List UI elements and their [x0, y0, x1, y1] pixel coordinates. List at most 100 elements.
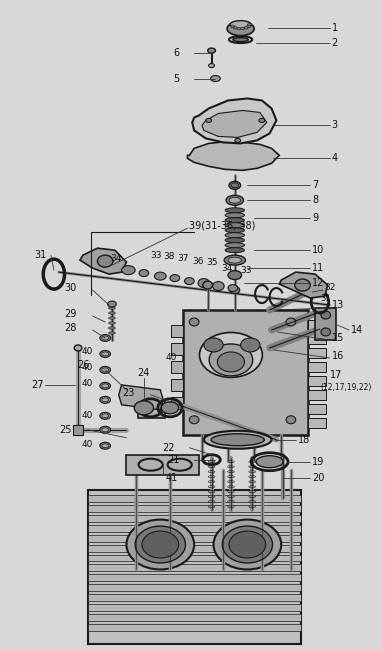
Bar	[308, 418, 326, 428]
Text: 5: 5	[173, 73, 180, 84]
Text: 33: 33	[241, 266, 252, 274]
Text: 31: 31	[34, 250, 47, 260]
Ellipse shape	[108, 307, 115, 309]
Ellipse shape	[102, 352, 108, 356]
Ellipse shape	[100, 412, 110, 419]
Ellipse shape	[231, 183, 239, 188]
Ellipse shape	[209, 64, 214, 68]
Bar	[88, 545, 301, 551]
Text: 33: 33	[151, 251, 162, 259]
Bar	[88, 515, 301, 521]
Text: 8: 8	[312, 195, 318, 205]
Text: 32: 32	[325, 283, 336, 292]
Bar	[88, 564, 301, 571]
Ellipse shape	[286, 318, 296, 326]
Ellipse shape	[108, 301, 116, 307]
Ellipse shape	[134, 401, 154, 415]
Ellipse shape	[199, 333, 262, 378]
Ellipse shape	[102, 444, 108, 448]
Bar	[308, 376, 326, 386]
Bar	[88, 575, 301, 582]
Bar	[88, 614, 301, 621]
Ellipse shape	[259, 118, 265, 122]
Ellipse shape	[225, 242, 244, 248]
Bar	[171, 397, 183, 409]
Ellipse shape	[102, 428, 108, 432]
Bar	[138, 400, 165, 418]
Ellipse shape	[227, 21, 254, 36]
Ellipse shape	[108, 332, 115, 334]
Bar	[315, 308, 337, 340]
Bar	[171, 325, 183, 337]
Bar	[308, 404, 326, 414]
Text: 40: 40	[165, 354, 176, 363]
Text: 31: 31	[320, 294, 330, 302]
Ellipse shape	[212, 281, 224, 291]
Ellipse shape	[230, 287, 240, 294]
Ellipse shape	[185, 278, 194, 285]
Text: 25: 25	[59, 425, 71, 435]
Text: 40: 40	[81, 380, 92, 388]
Ellipse shape	[228, 270, 241, 280]
Text: 11: 11	[312, 263, 324, 273]
Ellipse shape	[233, 38, 248, 42]
Text: 40: 40	[81, 440, 92, 449]
Text: 36: 36	[192, 257, 204, 266]
Text: (12,17,19,22): (12,17,19,22)	[320, 384, 371, 393]
Ellipse shape	[204, 338, 223, 352]
Ellipse shape	[237, 27, 241, 30]
Polygon shape	[279, 272, 328, 298]
Ellipse shape	[321, 328, 330, 336]
Ellipse shape	[225, 238, 244, 242]
Text: 26: 26	[77, 360, 90, 370]
Bar	[126, 455, 199, 474]
Ellipse shape	[241, 27, 244, 30]
Bar	[88, 584, 301, 592]
Text: 3: 3	[332, 120, 338, 131]
Ellipse shape	[286, 416, 296, 424]
Bar	[88, 604, 301, 612]
Text: 40: 40	[81, 363, 92, 372]
Ellipse shape	[241, 338, 260, 352]
Ellipse shape	[108, 322, 115, 324]
Ellipse shape	[102, 384, 108, 388]
Ellipse shape	[248, 23, 251, 26]
Ellipse shape	[225, 227, 244, 233]
Ellipse shape	[139, 270, 149, 277]
Text: 19: 19	[312, 457, 324, 467]
Ellipse shape	[231, 25, 235, 28]
Bar	[73, 425, 83, 435]
Polygon shape	[188, 142, 279, 170]
Text: 40: 40	[81, 348, 92, 356]
Ellipse shape	[210, 75, 220, 81]
Ellipse shape	[102, 414, 108, 418]
Text: 9: 9	[312, 213, 318, 223]
Bar	[171, 343, 183, 355]
Bar	[171, 361, 183, 373]
Bar	[308, 362, 326, 372]
Text: 20: 20	[312, 473, 325, 483]
Text: 1: 1	[332, 23, 338, 32]
Ellipse shape	[209, 344, 253, 376]
Text: 27: 27	[31, 380, 43, 390]
Ellipse shape	[224, 255, 246, 265]
Ellipse shape	[229, 181, 241, 189]
Ellipse shape	[211, 434, 264, 446]
Text: 22: 22	[162, 443, 175, 453]
Ellipse shape	[100, 382, 110, 389]
Polygon shape	[202, 111, 267, 137]
Text: 17: 17	[330, 370, 342, 380]
Bar	[308, 390, 326, 400]
Ellipse shape	[74, 345, 82, 351]
Ellipse shape	[225, 208, 244, 213]
Ellipse shape	[246, 25, 250, 27]
Bar	[308, 320, 326, 330]
Text: 37: 37	[178, 254, 189, 263]
Bar	[183, 310, 308, 435]
Ellipse shape	[108, 327, 115, 330]
Bar	[88, 625, 301, 631]
Ellipse shape	[100, 335, 110, 341]
Text: 21: 21	[167, 455, 180, 465]
Bar	[308, 348, 326, 358]
Ellipse shape	[228, 257, 241, 263]
